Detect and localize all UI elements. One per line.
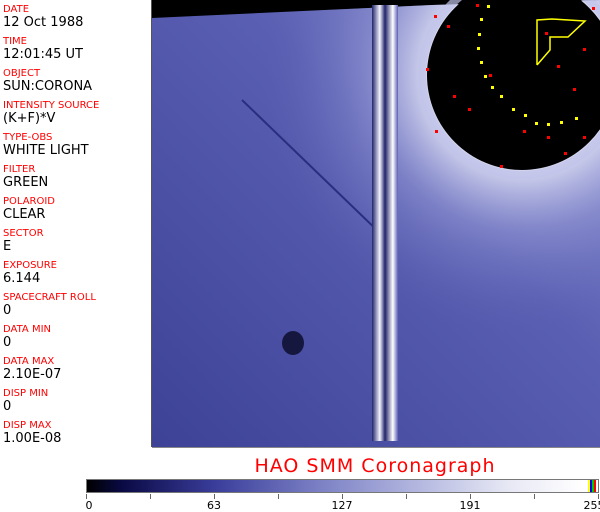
- metadata-label: POLAROID: [3, 196, 56, 207]
- coronagraph-image: [152, 0, 600, 447]
- metadata-row: SECTOR E: [3, 228, 44, 254]
- metadata-label: FILTER: [3, 164, 36, 175]
- metadata-label: TIME: [3, 36, 28, 47]
- metadata-value: SUN:CORONA: [3, 79, 93, 94]
- x-axis: [152, 447, 600, 448]
- colorbar-tick: [406, 494, 407, 499]
- colorbar-tick: [214, 494, 215, 499]
- occulter-pylon: [372, 5, 398, 441]
- metadata-row: INTENSITY SOURCE (K+F)*V: [3, 100, 99, 126]
- metadata-row: SPACECRAFT ROLL 0: [3, 292, 96, 318]
- metadata-label: OBJECT: [3, 68, 41, 79]
- colorbar: [86, 479, 599, 493]
- metadata-label: TYPE-OBS: [3, 132, 53, 143]
- metadata-row: DISP MAX 1.00E-08: [3, 420, 61, 446]
- colorbar-tick-label: 127: [331, 499, 353, 512]
- metadata-value: GREEN: [3, 175, 49, 190]
- colorbar-tick-label: 191: [459, 499, 481, 512]
- metadata-row: DISP MIN 0: [3, 388, 48, 414]
- metadata-row: TYPE-OBS WHITE LIGHT: [3, 132, 89, 158]
- orientation-marker: [536, 18, 587, 66]
- colorbar-tick: [150, 494, 151, 499]
- colorbar-tick: [86, 494, 87, 499]
- metadata-label: SPACECRAFT ROLL: [3, 292, 96, 303]
- metadata-value: E: [3, 239, 12, 254]
- colorbar-tick: [598, 494, 599, 499]
- metadata-label: SECTOR: [3, 228, 44, 239]
- metadata-value: 0: [3, 399, 12, 414]
- colorbar-tick-label: 255: [583, 499, 600, 512]
- metadata-label: DISP MIN: [3, 388, 49, 399]
- colorbar-tick: [342, 494, 343, 499]
- metadata-row: POLAROID CLEAR: [3, 196, 55, 222]
- metadata-value: 12 Oct 1988: [3, 15, 84, 30]
- metadata-label: INTENSITY SOURCE: [3, 100, 100, 111]
- overlay-yellow-markers: [477, 5, 578, 126]
- metadata-value: (K+F)*V: [3, 111, 56, 126]
- colorbar-tick: [534, 494, 535, 499]
- metadata-panel: DATE 12 Oct 1988 TIME 12:01:45 UT OBJECT SUN:…: [0, 0, 152, 447]
- metadata-label: DATA MAX: [3, 356, 55, 367]
- metadata-row: TIME 12:01:45 UT: [3, 36, 83, 62]
- metadata-value: WHITE LIGHT: [3, 143, 89, 158]
- metadata-value: 0: [3, 303, 12, 318]
- metadata-label: EXPOSURE: [3, 260, 58, 271]
- metadata-value: 1.00E-08: [3, 431, 62, 446]
- metadata-row: FILTER GREEN: [3, 164, 48, 190]
- occulting-disk: [427, 0, 600, 170]
- metadata-value: 2.10E-07: [3, 367, 62, 382]
- dark-spot: [282, 331, 304, 355]
- metadata-value: 12:01:45 UT: [3, 47, 83, 62]
- metadata-value: 0: [3, 335, 12, 350]
- metadata-value: CLEAR: [3, 207, 46, 222]
- metadata-row: DATA MAX 2.10E-07: [3, 356, 61, 382]
- metadata-label: DATE: [3, 4, 30, 15]
- metadata-row: EXPOSURE 6.144: [3, 260, 57, 286]
- metadata-label: DISP MAX: [3, 420, 52, 431]
- overlay-markers: [426, 4, 595, 168]
- metadata-row: OBJECT SUN:CORONA: [3, 68, 92, 94]
- metadata-value: 6.144: [3, 271, 41, 286]
- colorbar-tick-label: 0: [85, 499, 93, 512]
- colorbar-tick: [470, 494, 471, 499]
- metadata-label: DATA MIN: [3, 324, 51, 335]
- colorbar-tick: [278, 494, 279, 499]
- plot-title: HAO SMM Coronagraph: [254, 455, 496, 477]
- colorbar-tick-label: 63: [207, 499, 221, 512]
- metadata-row: DATE 12 Oct 1988: [3, 4, 83, 30]
- metadata-row: DATA MIN 0: [3, 324, 51, 350]
